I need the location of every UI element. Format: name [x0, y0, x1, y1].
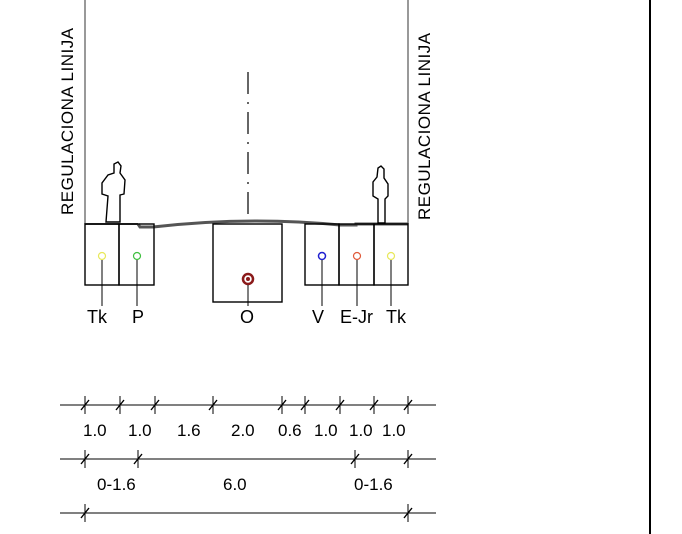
regulation-line-label-right: REGULACIONA LINIJA [415, 32, 434, 220]
dimension-slash [115, 399, 125, 411]
dimension-value: 1.6 [177, 421, 201, 440]
road-surface [136, 219, 408, 229]
pipes [97, 251, 396, 306]
utility-label-p: P [132, 307, 144, 327]
dimension-value: 1.0 [382, 421, 406, 440]
dimension-value: 2.0 [231, 421, 255, 440]
dimension-slash [335, 399, 345, 411]
dimension-value: 1.0 [349, 421, 373, 440]
dimension-value: 6.0 [223, 475, 247, 494]
dimension-value: 0-1.6 [97, 475, 136, 494]
utility-label-v: V [312, 307, 324, 327]
pipe-tk-left-icon [97, 251, 107, 261]
pipe-o-core [246, 277, 250, 281]
dimension-slash [300, 399, 310, 411]
utility-label-e-jr: E-Jr [340, 307, 373, 327]
pipe-v-icon [317, 251, 327, 261]
dimension-slash [208, 399, 218, 411]
dimension-slash [403, 399, 413, 411]
dimension-slash [80, 453, 90, 465]
utility-label-o: O [240, 307, 254, 327]
pipe-p-icon [132, 251, 142, 261]
dimension-value: 1.0 [128, 421, 152, 440]
dimension-value: 1.0 [83, 421, 107, 440]
dimension-slash [403, 507, 413, 519]
dimension-value: 0-1.6 [354, 475, 393, 494]
dimension-slash [403, 453, 413, 465]
dimension-slash [277, 399, 287, 411]
regulation-line-label-left: REGULACIONA LINIJA [58, 27, 77, 215]
dimension-slash [150, 399, 160, 411]
pipe-e-jr-icon [352, 251, 362, 261]
utility-label-tk-left: Tk [87, 307, 108, 327]
dimension-slash [80, 507, 90, 519]
pedestrian-left-icon [101, 161, 126, 223]
pedestrian-right-icon [372, 165, 389, 224]
dimension-slash [80, 399, 90, 411]
pipe-tk-right-icon [386, 251, 396, 261]
dimension-slash [369, 399, 379, 411]
dimension-slash [133, 453, 143, 465]
dimension-slash [350, 453, 360, 465]
dimension-value: 0.6 [278, 421, 302, 440]
dimension-lines [60, 396, 436, 522]
pipe-o-icon [241, 272, 255, 286]
utility-label-tk-right: Tk [386, 307, 407, 327]
dimension-value: 1.0 [314, 421, 338, 440]
